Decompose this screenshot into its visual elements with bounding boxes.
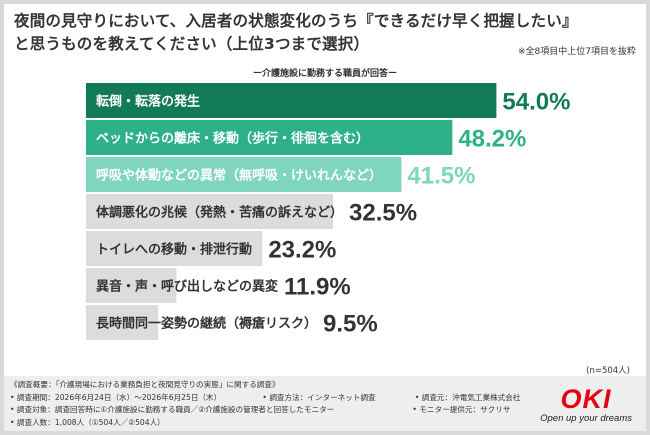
bar-label-6: 異音・声・呼び出しなどの異変 [96,279,278,295]
bar-value-1: 54.0% [502,89,570,116]
logo-tagline: Open up your dreams [540,413,632,424]
survey-title: 《調査概要：「介護現場における業務負担と夜間見守りの実態」に関する調査》 [10,380,280,389]
chart-title: 夜間の見守りにおいて、入居者の状態変化のうち『できるだけ早く把握したい』 と思う… [14,10,614,56]
survey-footer-background [4,376,646,431]
bar-label-1: 転倒・転落の発生 [96,94,200,110]
bar-value-5: 23.2% [268,237,336,264]
survey-target: • 調査対象：調査回答時に①介護施設に勤務する職員／②介護施設の管理者と回答した… [10,405,335,414]
survey-provider: • モニター提供元：サクリサ [412,405,511,414]
bar-3 [86,157,402,192]
title-line-1: 夜間の見守りにおいて、入居者の状態変化のうち『できるだけ早く把握したい』 [14,12,578,30]
bar-5 [86,231,263,266]
bar-4 [86,194,333,229]
bar-value-4: 32.5% [349,200,417,227]
bar-label-7: 長時間同一姿勢の継続（褥瘡リスク） [96,316,317,332]
survey-count: • 調査人数：1,008人（①504人／②504人） [10,417,165,427]
bar-value-6: 11.9% [284,274,351,301]
bar-label-4: 体調悪化の兆候（発熱・苦痛の訴えなど） [96,205,343,221]
survey-organization: • 調査元：沖電気工業株式会社 [414,392,521,402]
bar-value-7: 9.5% [323,311,378,338]
chart-subtitle: ー介護施設に勤務する職員が回答ー [252,69,397,79]
bar-label-3: 呼吸や体動などの異常（無呼吸・けいれんなど） [96,168,382,184]
oki-logo: OKI Open up your dreams [540,385,632,424]
sample-size-note: (n=504人) [586,366,630,376]
survey-footer: 《調査概要：「介護現場における業務負担と夜間見守りの実態」に関する調査》 • 調… [10,379,530,429]
selection-note: ※全8項目中上位7項目を抜粋 [518,47,636,57]
bar-6 [86,268,177,303]
title-line-2: と思うものを教えてください（上位3つまで選択） [14,35,370,53]
bar-7 [86,305,159,340]
bar-label-2: ベッドからの離床・移動（歩行・徘徊を含む） [96,131,369,147]
bar-value-3: 41.5% [407,163,475,190]
survey-method: • 調査方法：インターネット調査 [262,392,376,402]
logo-mark: OKI [560,384,612,414]
bar-1 [86,83,497,118]
bar-2 [86,120,453,155]
bar-value-2: 48.2% [458,126,526,153]
survey-period: • 調査期間：2026年6月24日（水）〜2026年6月25日（木） [10,392,222,402]
bar-label-5: トイレへの移動・排泄行動 [96,242,252,258]
